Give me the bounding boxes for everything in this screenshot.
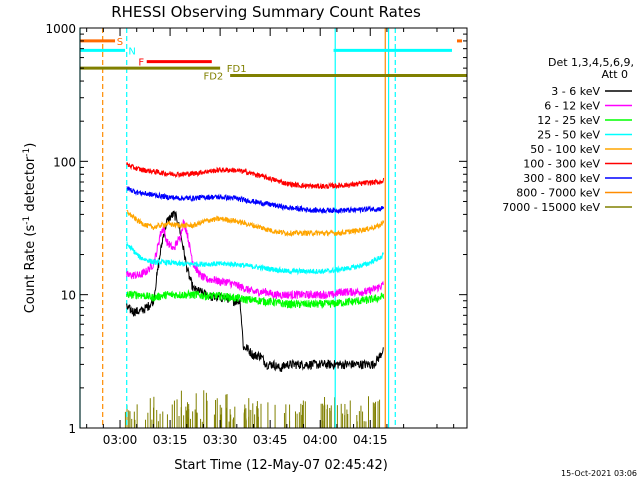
flag-label: N <box>128 46 135 57</box>
x-tick-label: 04:00 <box>303 433 338 447</box>
flag-label: S <box>117 37 123 48</box>
legend-entry-label: 6 - 12 keV <box>544 100 600 113</box>
chart-title: RHESSI Observing Summary Count Rates <box>111 3 421 21</box>
series-line <box>126 162 385 190</box>
series-line <box>126 241 384 276</box>
legend-entry-label: 300 - 800 keV <box>523 172 600 185</box>
series-line <box>126 289 385 309</box>
legend-entry-label: 3 - 6 keV <box>551 85 600 98</box>
flag-label: F <box>138 58 144 69</box>
legend-entry-label: 7000 - 15000 keV <box>502 201 600 214</box>
x-tick-label: 03:30 <box>203 433 238 447</box>
legend-entry-label: 50 - 100 keV <box>530 143 600 156</box>
axes: 03:00 03:15 03:30 03:45 04:00 04:15 1 10 100 1000 <box>45 22 467 447</box>
y-tick-label: 1000 <box>45 22 76 36</box>
x-tick-label: 03:45 <box>253 433 288 447</box>
plot-frame <box>79 27 468 429</box>
legend-entry-label: 100 - 300 keV <box>523 158 600 171</box>
y-tick-label: 100 <box>53 155 76 169</box>
legend-entry-label: 800 - 7000 keV <box>516 187 600 200</box>
series-line <box>126 210 384 372</box>
footer-date: 15-Oct-2021 03:06 <box>561 469 637 478</box>
x-tick-label: 04:15 <box>353 433 388 447</box>
y-tick-label: 1 <box>68 422 76 436</box>
flag-label: FD2 <box>203 72 223 83</box>
series-line <box>126 186 385 215</box>
legend-entry-label: 12 - 25 keV <box>537 114 600 127</box>
plot-area: SNF FD1 FD2 <box>79 28 467 428</box>
x-tick-label: 03:15 <box>153 433 188 447</box>
legend-title-1: Det 1,3,4,5,6,9, <box>548 56 634 69</box>
flag-label: FD1 <box>227 64 247 75</box>
legend-entry-label: 25 - 50 keV <box>537 129 600 142</box>
y-axis-label: Count Rate (s-1 detector-1) <box>22 143 38 314</box>
legend-title-2: Att 0 <box>602 68 628 81</box>
y-tick-label: 10 <box>61 289 76 303</box>
series-line <box>126 209 385 238</box>
x-axis-label: Start Time (12-May-07 02:45:42) <box>174 458 388 473</box>
x-tick-label: 03:00 <box>103 433 138 447</box>
series-line <box>126 219 384 301</box>
